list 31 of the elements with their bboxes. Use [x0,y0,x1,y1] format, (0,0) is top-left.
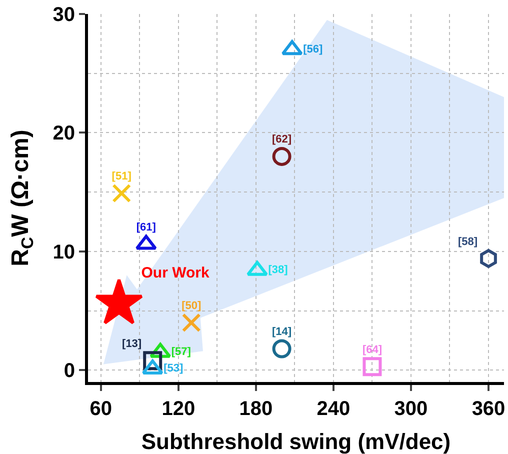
y-tick-label: 0 [64,360,75,382]
series-label: [62] [272,134,292,146]
y-tick-label: 30 [52,4,75,26]
series-label: [51] [112,170,132,182]
series-label: [61] [136,222,156,234]
series-label: Our Work [141,264,210,282]
point [112,184,132,203]
series-label: [57] [171,346,192,358]
point [272,339,292,358]
series-label: [13] [122,338,142,350]
series-label: [64] [362,344,382,356]
x-tick-label: 360 [472,398,506,420]
point [182,313,201,332]
series-label: [58] [458,236,478,248]
y-tick-label: 20 [52,122,75,145]
x-tick-label: 180 [239,398,273,420]
series-label: [38] [268,264,288,276]
point [272,146,292,166]
x-tick-label: 120 [162,398,196,420]
point [480,249,497,268]
x-tick-label: 300 [394,398,428,420]
x-tick-label: 240 [316,398,350,420]
series-label: [14] [272,326,292,338]
point [281,40,303,56]
series-label: [50] [182,300,202,312]
series-label: [53] [164,362,184,375]
x-tick-label: 60 [90,398,112,420]
x-axis-title: Subthreshold swing (mV/dec) [141,429,451,454]
point [362,357,382,376]
series-label: [56] [303,43,324,56]
y-tick-label: 10 [52,241,75,264]
